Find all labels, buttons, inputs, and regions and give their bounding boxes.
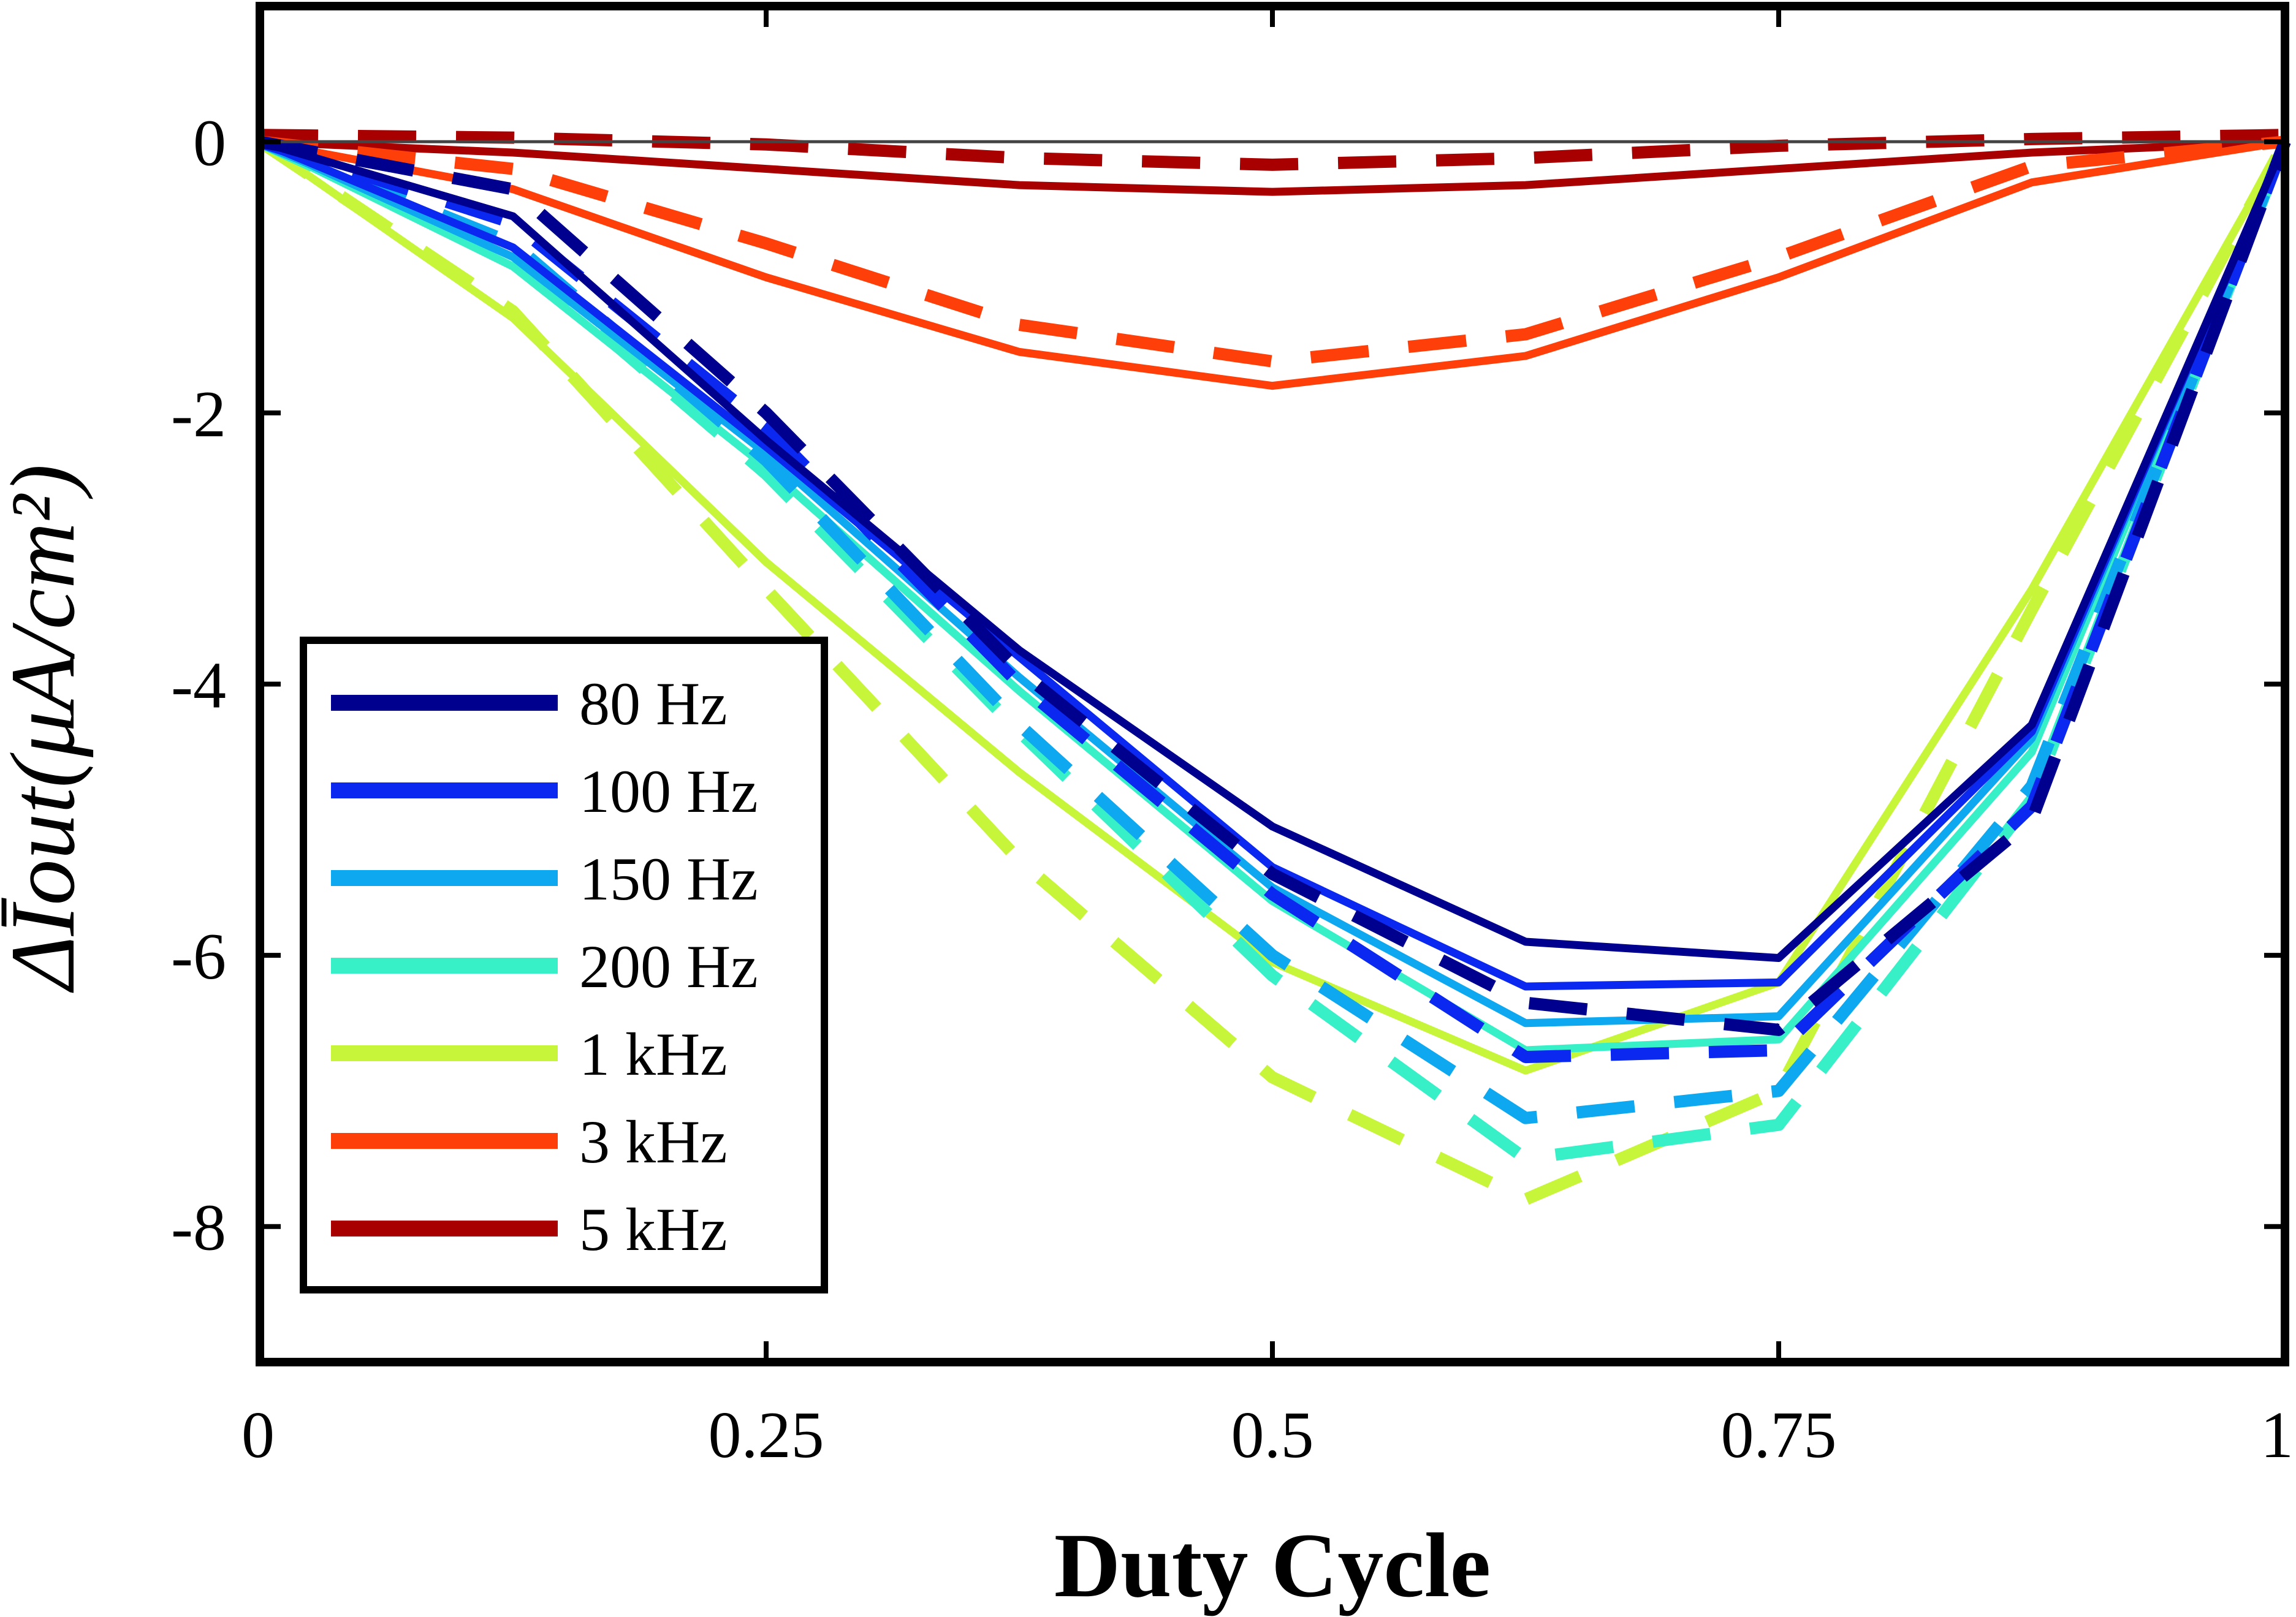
- y-tick-label: -8: [171, 1192, 226, 1265]
- y-tick-label: -2: [171, 378, 226, 451]
- x-axis-label: Duty Cycle: [1054, 1515, 1491, 1616]
- legend-label-1-khz: 1 kHz: [579, 1020, 728, 1088]
- legend: 80 Hz 100 Hz 150 Hz 200 Hz 1 kHz 3 kHz 5 kHz: [300, 637, 828, 1293]
- series-dashed-3-khz: [259, 135, 2286, 368]
- x-tick-label: 0.25: [709, 1399, 824, 1472]
- series-line-5-khz: [259, 137, 2286, 196]
- series-dashed-200-hz: [257, 136, 2291, 1165]
- y-axis-label: ΔĪout(μA/cm²): [0, 464, 94, 993]
- series-dashed-150-hz: [257, 136, 2291, 1124]
- y-tick-label: -4: [171, 649, 226, 722]
- x-tick-label: 1: [2260, 1399, 2294, 1472]
- ticks-layer: 0 0.25 0.5 0.75 1 0 -2 -4 -6 -8: [171, 6, 2294, 1472]
- legend-label-150-hz: 150 Hz: [579, 845, 758, 913]
- y-tick-label: -6: [171, 920, 226, 993]
- x-tick-label: 0.5: [1231, 1399, 1314, 1472]
- x-tick-label: 0: [241, 1399, 275, 1472]
- x-tick-label: 0.75: [1721, 1399, 1837, 1472]
- series-dashed-80-hz: [259, 135, 2291, 1036]
- legend-label-5-khz: 5 kHz: [579, 1195, 728, 1263]
- legend-label-3-khz: 3 kHz: [579, 1108, 728, 1176]
- legend-label-100-hz: 100 Hz: [579, 757, 758, 825]
- series-line-80-hz: [259, 138, 2289, 963]
- y-tick-label: 0: [193, 107, 226, 180]
- series-layer: [256, 129, 2291, 1206]
- legend-label-80-hz: 80 Hz: [579, 670, 728, 738]
- series-line-3-khz: [259, 137, 2286, 390]
- series-dashed-100-hz: [257, 135, 2291, 1064]
- legend-label-200-hz: 200 Hz: [579, 933, 758, 1001]
